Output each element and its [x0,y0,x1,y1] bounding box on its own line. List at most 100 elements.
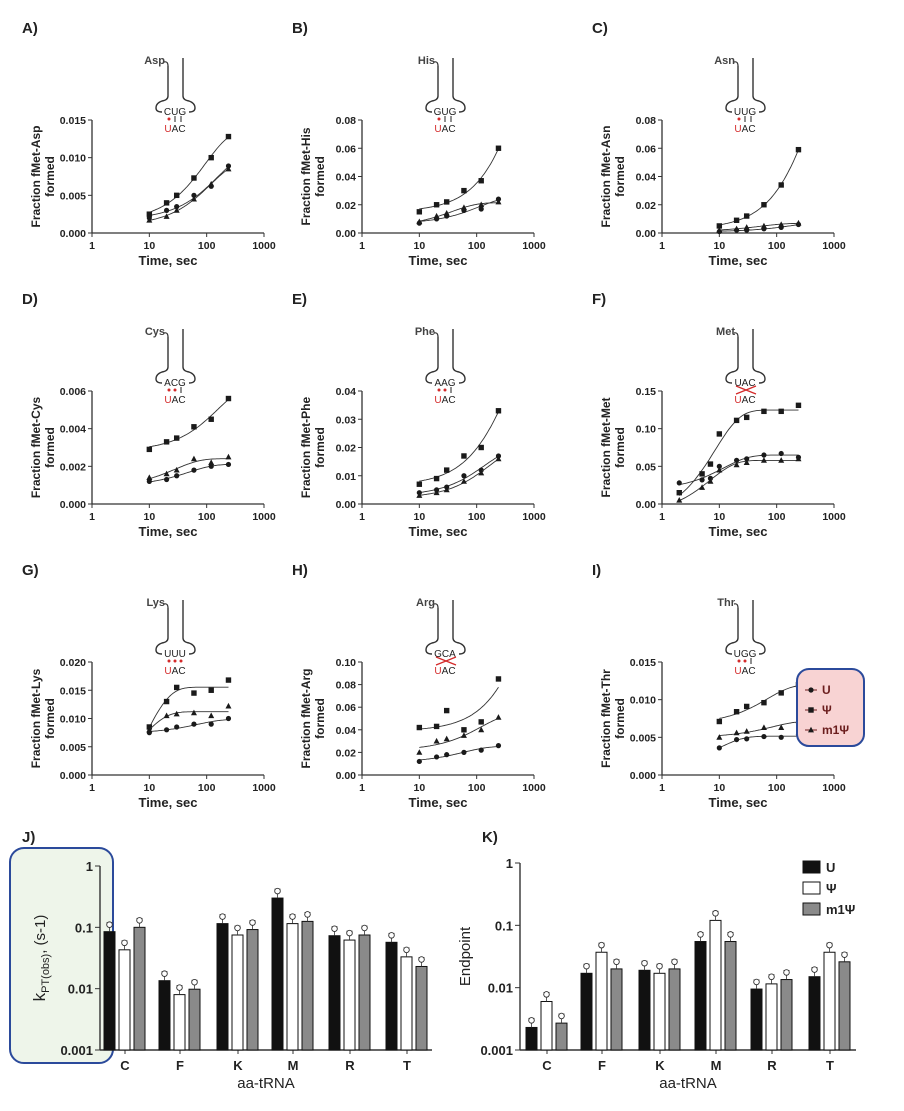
trna-stem-left [725,66,739,113]
y-tick-label: 0.00 [636,228,657,240]
y-tick-label: 0.08 [336,680,357,692]
data-point [716,431,723,437]
y-tick-label: 0.04 [636,172,657,184]
y-tick-label: 0.010 [60,714,86,726]
data-point [716,226,723,233]
fit-curve [719,224,799,232]
data-point [778,182,784,188]
data-point [733,225,740,232]
y-tick-label: 0.10 [336,657,357,669]
trna-stem-right [752,329,766,384]
category-label: M [288,1058,299,1073]
legend-box [796,668,865,747]
wobble-dot-icon [737,659,741,663]
panel-label: B) [292,20,308,37]
bar [301,920,314,1051]
x-tick-label: 1 [359,511,365,523]
series-triangle [416,455,502,498]
fit-curve [679,459,799,502]
x-tick-label: 1000 [822,511,846,523]
data-point [778,408,784,415]
fit-curve [719,735,799,749]
replicate-point [583,962,590,970]
y-tick-label: 0.002 [60,461,86,473]
wobble-dot-icon [173,659,177,663]
x-tick-label: 1000 [522,782,546,794]
series-circle [146,715,232,736]
data-point [191,192,197,198]
bar [216,923,229,1051]
fit-curve [419,202,499,222]
trna-diagram: Phe AAG UAC [415,326,466,406]
x-axis-label: aa-tRNA [237,1075,295,1092]
data-point [733,709,740,715]
trna-acceptor-hook [163,61,169,67]
trna-acceptor-hook [433,332,439,338]
bar [724,941,737,1051]
replicate-point [811,966,818,973]
bar [808,976,821,1051]
y-tick-label: 0.001 [480,1043,513,1058]
series-square [716,146,802,229]
series-circle [146,163,232,221]
y-axis-label: Fraction fMet-Thr [599,669,613,768]
x-tick-label: 1000 [522,511,546,523]
y-tick-label: 0.04 [336,725,357,737]
data-point [416,209,423,215]
x-tick-label: 1000 [252,782,276,794]
replicate-point [841,951,848,958]
panel-label: K) [482,829,498,846]
y-tick-label: 1 [506,856,513,871]
x-axis-label: Time, sec [708,524,767,539]
data-point [760,222,767,229]
bar [118,949,131,1051]
anticodon-rest: AC [442,666,456,677]
data-point [443,467,450,473]
bar [540,1000,553,1051]
bar [158,980,171,1051]
panel-label: I) [592,562,601,579]
data-point [733,729,740,736]
wobble-dot-icon [743,659,747,663]
bar [525,1026,538,1051]
data-point [716,745,722,751]
y-axis-label: Fraction fMet-Arg [299,669,313,769]
modified-uridine: U [164,666,171,677]
y-axis-label-2: formed [613,698,627,739]
x-tick-label: 100 [468,240,486,252]
y-axis-label: Fraction fMet-Asn [599,126,613,228]
x-tick-label: 1 [659,511,665,523]
category-label: M [711,1058,722,1073]
y-tick-label: 0.004 [60,424,86,436]
y-axis-label-2: formed [313,156,327,197]
bar [610,968,623,1051]
category-label: R [767,1058,777,1073]
y-tick-label: 0.03 [336,414,357,426]
y-tick-label: 0.010 [60,153,86,165]
x-tick-label: 1 [359,782,365,794]
panel-label: G) [22,562,39,579]
x-tick-label: 10 [143,782,155,794]
series-square [676,402,802,496]
panel-label: A) [22,20,38,37]
mismatch-cross-icon [735,385,757,395]
series-square [416,145,502,215]
data-point [208,712,215,719]
replicate-point [528,1017,535,1024]
trna-stem-right [752,600,766,655]
data-point [699,484,706,490]
category-label: C [120,1058,130,1073]
data-point [707,461,714,467]
wobble-dot-icon [437,117,441,121]
data-point [733,461,740,468]
fit-curve [719,685,799,719]
data-point [433,475,440,482]
y-axis-label-2: formed [43,427,57,468]
data-point [208,154,214,161]
data-point [174,724,180,730]
y-tick-label: 0.001 [60,1043,93,1058]
trna-diagram: Cys ACG UAC [145,326,196,406]
data-point [495,743,502,749]
data-point [416,724,423,731]
